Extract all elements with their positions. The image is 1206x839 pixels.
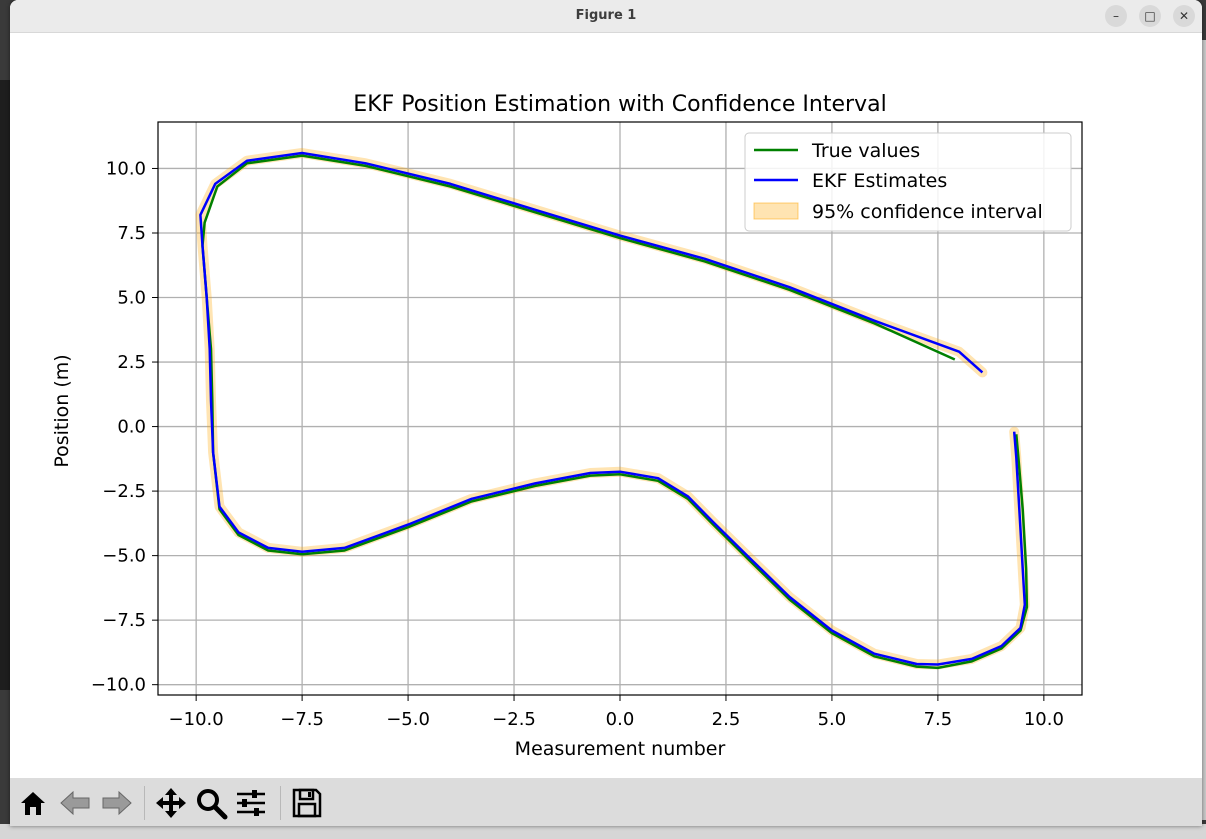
window-title: Figure 1	[575, 8, 637, 23]
background-window-edge	[1200, 40, 1206, 820]
back-button[interactable]	[56, 784, 94, 822]
background-terminal	[0, 80, 12, 690]
y-tick-label: 0.0	[117, 417, 146, 438]
y-axis-label: Position (m)	[51, 354, 73, 467]
pan-icon	[156, 788, 186, 818]
y-axis-ticks: 10.0 7.5 5.0 2.5 0.0 −2.5 −5.0 −7.5 −10.0	[91, 158, 158, 696]
legend-label-ekf: EKF Estimates	[812, 170, 947, 192]
plot-area[interactable]: EKF Position Estimation with Confidence …	[10, 33, 1202, 778]
x-axis-ticks: −10.0 −7.5 −5.0 −2.5 0.0 2.5 5.0 7.5 10.0	[169, 695, 1064, 730]
toolbar-separator	[144, 786, 145, 820]
x-tick-label: −7.5	[280, 709, 324, 730]
close-button[interactable]: ✕	[1173, 5, 1195, 27]
background-desktop	[0, 824, 1206, 839]
y-tick-label: −10.0	[91, 675, 146, 696]
y-tick-label: −2.5	[102, 481, 146, 502]
x-tick-label: 0.0	[606, 709, 635, 730]
zoom-button[interactable]	[192, 784, 230, 822]
y-tick-label: 2.5	[117, 352, 146, 373]
toolbar-separator	[280, 786, 281, 820]
series-line-true-values	[201, 154, 1029, 670]
forward-arrow-icon	[102, 790, 132, 816]
legend-box	[744, 132, 1072, 232]
y-tick-label: −7.5	[102, 610, 146, 631]
x-tick-label: −10.0	[169, 709, 224, 730]
minimize-button[interactable]: –	[1105, 5, 1127, 27]
x-tick-label: 2.5	[712, 709, 741, 730]
y-tick-label: 10.0	[106, 158, 146, 179]
navigation-toolbar	[10, 778, 1202, 826]
legend-label-true: True values	[811, 140, 920, 162]
chart-title: EKF Position Estimation with Confidence …	[353, 92, 886, 117]
title-bar[interactable]: Figure 1 – □ ✕	[10, 0, 1202, 33]
maximize-button[interactable]: □	[1139, 5, 1161, 27]
legend-label-ci: 95% confidence interval	[812, 201, 1043, 223]
x-tick-label: 10.0	[1024, 709, 1064, 730]
x-axis-label: Measurement number	[515, 738, 726, 760]
pan-button[interactable]	[152, 784, 190, 822]
y-tick-label: −5.0	[102, 546, 146, 567]
forward-button[interactable]	[98, 784, 136, 822]
save-icon	[292, 788, 322, 818]
x-tick-label: −2.5	[492, 709, 536, 730]
y-tick-label: 5.0	[117, 288, 146, 309]
back-arrow-icon	[60, 790, 90, 816]
x-tick-label: −5.0	[386, 709, 430, 730]
figure-window: Figure 1 – □ ✕ EKF Position Estimation w…	[10, 0, 1202, 826]
home-button[interactable]	[14, 784, 52, 822]
x-tick-label: 7.5	[924, 709, 953, 730]
y-tick-label: 7.5	[117, 223, 146, 244]
legend-swatch-ci	[753, 202, 799, 220]
configure-subplots-icon	[237, 790, 265, 816]
series-line-ekf-estimates	[199, 151, 1027, 666]
save-button[interactable]	[288, 784, 326, 822]
series-lines	[199, 151, 1029, 670]
zoom-icon	[197, 789, 228, 820]
x-tick-label: 5.0	[818, 709, 847, 730]
chart[interactable]: EKF Position Estimation with Confidence …	[10, 33, 1202, 778]
configure-subplots-button[interactable]	[232, 784, 270, 822]
home-icon	[21, 792, 45, 815]
legend: True values EKF Estimates 95% confidence…	[744, 132, 1072, 232]
